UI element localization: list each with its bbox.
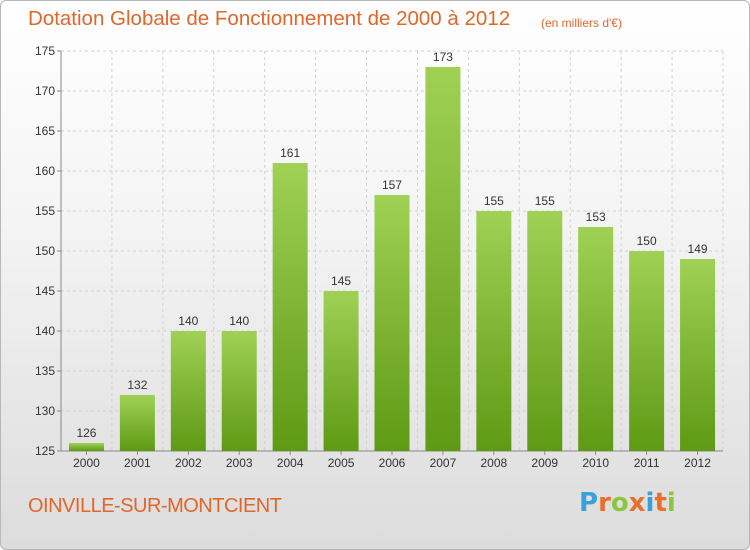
- data-label-2005: 145: [331, 274, 351, 288]
- logo-letter: x: [628, 488, 646, 518]
- y-tick-label: 135: [35, 364, 55, 378]
- logo-letter: i: [666, 488, 676, 518]
- data-label-2001: 132: [127, 378, 147, 392]
- bar-2005: [323, 291, 359, 451]
- x-tick-label-2005: 2005: [328, 456, 355, 470]
- logo-letter: o: [610, 488, 629, 518]
- bar-2012: [680, 259, 716, 451]
- data-label-2007: 173: [433, 50, 453, 64]
- data-label-2003: 140: [229, 314, 249, 328]
- chart-unit-note: (en milliers d'€): [541, 16, 622, 30]
- bar-2010: [578, 227, 614, 451]
- x-tick-label-2011: 2011: [634, 456, 660, 470]
- bar-2008: [476, 211, 512, 451]
- chart-tick-labels: 125 130 135 140 145 150 155 160 165 170 175 2000 200…: [35, 44, 711, 470]
- y-tick-label: 165: [35, 124, 55, 138]
- y-tick-label: 155: [35, 204, 55, 218]
- logo-letter: P: [579, 488, 599, 518]
- data-label-2012: 149: [688, 242, 708, 256]
- data-label-2009: 155: [535, 194, 555, 208]
- x-tick-label-2007: 2007: [430, 456, 457, 470]
- x-tick-label-2006: 2006: [379, 456, 406, 470]
- x-tick-label-2008: 2008: [480, 456, 507, 470]
- data-label-2000: 126: [76, 426, 96, 440]
- x-tick-label-2002: 2002: [175, 456, 202, 470]
- data-label-2004: 161: [280, 146, 300, 160]
- x-tick-label-2000: 2000: [73, 456, 100, 470]
- logo-letter: t: [654, 488, 667, 518]
- y-tick-label: 175: [35, 44, 55, 58]
- data-label-2010: 153: [586, 210, 606, 224]
- bar-2009: [527, 211, 563, 451]
- chart-title: Dotation Globale de Fonctionnement de 20…: [28, 7, 511, 30]
- commune-name: OINVILLE-SUR-MONTCIENT: [28, 495, 282, 517]
- y-tick-label: 145: [35, 284, 55, 298]
- chart-data-labels: 126 132 140 140 161 145 157 173 155 155 153 150 149: [76, 50, 707, 440]
- y-tick-label: 140: [35, 324, 55, 338]
- bar-2003: [221, 331, 257, 451]
- x-tick-label-2001: 2001: [124, 456, 151, 470]
- bar-2006: [374, 195, 410, 451]
- data-label-2011: 150: [637, 234, 657, 248]
- bar-2002: [170, 331, 206, 451]
- bar-2007: [425, 67, 461, 451]
- data-label-2006: 157: [382, 178, 402, 192]
- x-tick-label-2003: 2003: [226, 456, 253, 470]
- bar-2000: [68, 443, 104, 451]
- x-tick-label-2009: 2009: [531, 456, 558, 470]
- bar-2004: [272, 163, 308, 451]
- bar-2001: [119, 395, 155, 451]
- data-label-2002: 140: [178, 314, 198, 328]
- x-tick-label-2010: 2010: [582, 456, 609, 470]
- y-tick-label: 150: [35, 244, 55, 258]
- y-tick-label: 170: [35, 84, 55, 98]
- data-label-2008: 155: [484, 194, 504, 208]
- y-tick-label: 160: [35, 164, 55, 178]
- y-tick-label: 125: [35, 444, 55, 458]
- y-tick-label: 130: [35, 404, 55, 418]
- bar-2011: [629, 251, 665, 451]
- proxiti-logo: Proxiti: [579, 488, 676, 518]
- logo-letter: i: [645, 488, 655, 518]
- x-tick-label-2012: 2012: [684, 456, 711, 470]
- logo-letter: r: [598, 488, 611, 518]
- x-tick-label-2004: 2004: [277, 456, 304, 470]
- chart-bars: [68, 67, 716, 451]
